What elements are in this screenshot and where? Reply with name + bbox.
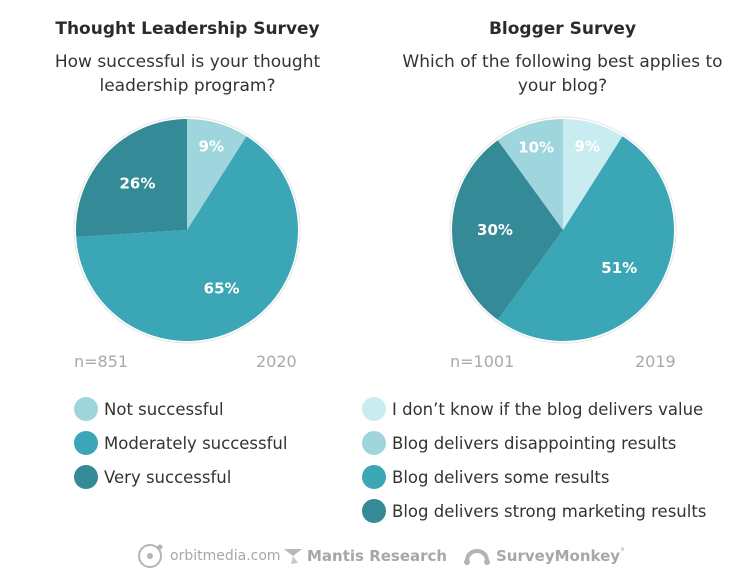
legend-swatch bbox=[362, 431, 386, 455]
registered-mark: ° bbox=[620, 546, 626, 558]
surveymonkey-icon bbox=[464, 549, 490, 565]
mantis-research-logo: Mantis Research bbox=[282, 540, 447, 572]
surveymonkey-logo: SurveyMonkey ° bbox=[462, 540, 625, 572]
slice-value-label: 9% bbox=[575, 137, 600, 155]
chart-legend: I don’t know if the blog delivers value B… bbox=[362, 392, 706, 528]
legend-swatch bbox=[74, 397, 98, 421]
orbitmedia-text: orbitmedia.com bbox=[170, 548, 281, 564]
chart-question: How successful is your thought leadershi… bbox=[54, 52, 321, 96]
legend-label: Blog delivers strong marketing results bbox=[392, 501, 707, 521]
legend-item: Blog delivers some results bbox=[362, 460, 706, 494]
thought-leadership-survey: Thought Leadership Survey How successful… bbox=[0, 0, 375, 530]
sample-size-label: n=851 bbox=[74, 352, 129, 371]
legend-swatch bbox=[362, 465, 386, 489]
legend-label: Not successful bbox=[104, 399, 224, 419]
pie-slice-not-successful bbox=[187, 119, 247, 230]
legend-label: Blog delivers disappointing results bbox=[392, 433, 677, 453]
footer-logos: orbitmedia.com Mantis Research SurveyMon… bbox=[0, 540, 750, 572]
year-label: 2020 bbox=[256, 352, 297, 371]
slice-value-label: 10% bbox=[518, 138, 554, 156]
orbitmedia-logo: orbitmedia.com bbox=[136, 540, 281, 572]
mantis-research-text: Mantis Research bbox=[307, 547, 448, 565]
pie-outline bbox=[449, 116, 677, 344]
chart-title: Blogger Survey bbox=[488, 19, 637, 39]
surveymonkey-text: SurveyMonkey bbox=[496, 547, 621, 565]
legend-label: Blog delivers some results bbox=[392, 467, 610, 487]
pie-slice-moderately-successful bbox=[76, 136, 299, 341]
pie-chart: 9% 51% 30% 10% bbox=[449, 116, 677, 344]
pie-slice-blog-delivers-some-results bbox=[497, 136, 674, 341]
mantis-icon bbox=[284, 549, 302, 564]
blogger-survey: Blogger Survey Which of the following be… bbox=[362, 0, 750, 530]
legend-label: Moderately successful bbox=[104, 433, 288, 453]
legend-label: Very successful bbox=[104, 467, 232, 487]
legend-item: Moderately successful bbox=[74, 426, 287, 460]
legend-label: I don’t know if the blog delivers value bbox=[392, 399, 704, 419]
chart-question: Which of the following best applies to y… bbox=[402, 52, 723, 96]
slice-value-label: 26% bbox=[119, 174, 155, 192]
legend-swatch bbox=[362, 499, 386, 523]
chart-legend: Not successful Moderately successful Very … bbox=[74, 392, 287, 494]
pie-slice-blog-delivers-disappointing-results bbox=[497, 119, 563, 230]
legend-item: Not successful bbox=[74, 392, 287, 426]
sample-size-label: n=1001 bbox=[450, 352, 515, 371]
slice-value-label: 30% bbox=[477, 221, 513, 239]
legend-item: Blog delivers disappointing results bbox=[362, 426, 706, 460]
legend-swatch bbox=[74, 465, 98, 489]
legend-item: Blog delivers strong marketing results bbox=[362, 494, 706, 528]
slice-value-label: 51% bbox=[601, 259, 637, 277]
legend-item: I don’t know if the blog delivers value bbox=[362, 392, 706, 426]
legend-item: Very successful bbox=[74, 460, 287, 494]
slice-value-label: 9% bbox=[199, 137, 224, 155]
legend-swatch bbox=[362, 397, 386, 421]
orbit-icon bbox=[138, 544, 163, 568]
pie-slice-i-don-t-know-if-the-blog-delivers-value bbox=[563, 119, 623, 230]
pie-slice-very-successful bbox=[76, 119, 187, 237]
slice-value-label: 65% bbox=[204, 280, 240, 298]
chart-title: Thought Leadership Survey bbox=[55, 19, 320, 39]
year-label: 2019 bbox=[635, 352, 676, 371]
pie-slice-blog-delivers-strong-marketing-results bbox=[451, 140, 563, 320]
legend-swatch bbox=[74, 431, 98, 455]
pie-chart: 9% 65% 26% bbox=[73, 116, 301, 344]
pie-outline bbox=[73, 116, 301, 344]
